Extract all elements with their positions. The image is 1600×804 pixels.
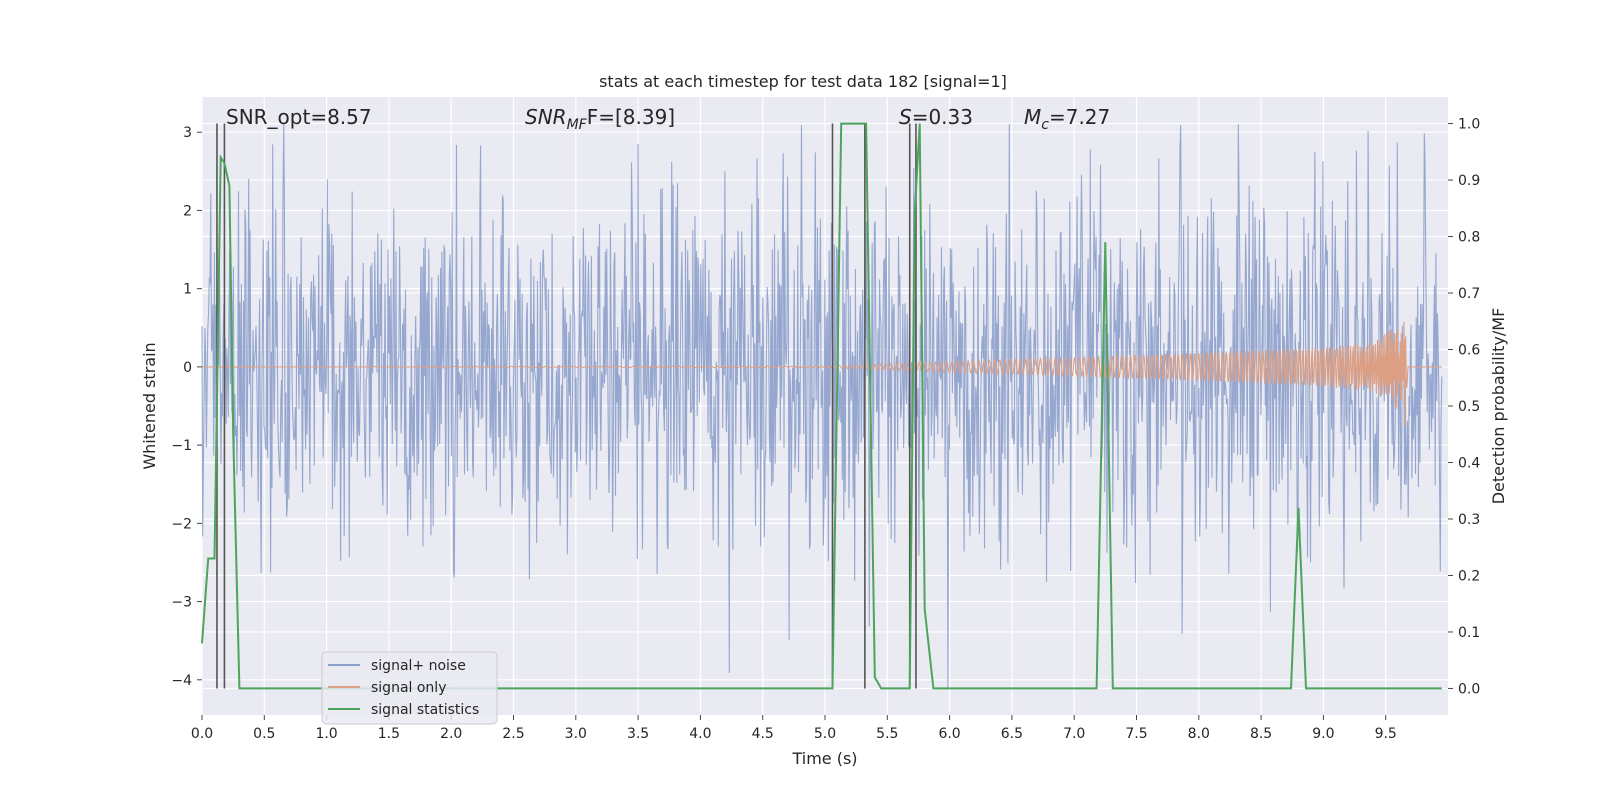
yl-tick-label-3: 0: [183, 360, 192, 376]
annotation-mc-base: M: [1024, 105, 1041, 129]
yl-tick-label-1: 2: [183, 203, 192, 219]
x-tick-label-12: 6.0: [938, 726, 960, 742]
x-tick-label-5: 2.5: [502, 726, 524, 742]
chart-title: stats at each timestep for test data 182…: [599, 72, 1007, 91]
x-tick-label-18: 9.0: [1312, 726, 1334, 742]
yr-tick-label-2: 0.8: [1458, 230, 1480, 246]
yl-tick-label-0: 3: [183, 125, 192, 141]
yl-tick-label-2: 1: [183, 282, 192, 298]
yr-tick-label-10: 0.0: [1458, 681, 1480, 697]
annotation-snr-mf-rest: F=[8.39]: [587, 105, 675, 129]
annotation-s: S=0.33: [899, 105, 973, 129]
x-axis-label: Time (s): [791, 749, 857, 768]
yr-tick-label-5: 0.5: [1458, 399, 1480, 415]
annotation-snr-mf: SNRMFF=[8.39]: [525, 105, 675, 133]
yr-tick-label-6: 0.4: [1458, 455, 1480, 471]
annotation-snr-mf-sub: MF: [567, 117, 588, 133]
annotation-snr-opt: SNR_opt=8.57: [226, 105, 372, 129]
legend-box: [321, 651, 498, 725]
y-right-axis-label: Detection probability/MF: [1489, 308, 1508, 505]
yr-tick-label-7: 0.3: [1458, 512, 1480, 528]
x-tick-label-0: 0.0: [191, 726, 213, 742]
x-tick-label-17: 8.5: [1250, 726, 1272, 742]
signal-statistics-line: [201, 122, 1442, 690]
legend-label-signal-noise: signal+ noise: [371, 658, 466, 674]
annotation-snr-mf-base: SNR: [525, 105, 567, 129]
series-signal-statistics: [201, 122, 1442, 690]
yr-tick-label-0: 1.0: [1458, 117, 1480, 133]
signal-only-line: [202, 321, 1442, 427]
annotation-s-sym: S: [899, 105, 912, 129]
yr-tick-label-9: 0.1: [1458, 625, 1480, 641]
y-right-axis-ticks: 1.0 0.9 0.8 0.7 0.6 0.5 0.4 0.3 0.2 0.1 0.0: [1448, 117, 1480, 697]
yr-tick-label-8: 0.2: [1458, 568, 1480, 584]
yl-tick-label-4: −1: [171, 438, 192, 454]
yl-tick-label-6: −3: [171, 595, 192, 611]
x-tick-label-19: 9.5: [1375, 726, 1397, 742]
x-tick-label-8: 4.0: [689, 726, 711, 742]
x-tick-label-2: 1.0: [315, 726, 337, 742]
x-tick-label-16: 8.0: [1188, 726, 1210, 742]
x-tick-label-1: 0.5: [253, 726, 275, 742]
legend-label-signal-only: signal only: [371, 680, 446, 696]
yr-tick-label-1: 0.9: [1458, 173, 1480, 189]
x-axis-ticks: 0.0 0.5 1.0 1.5 2.0 2.5 3.0 3.5 4.0 4.5 5.0 5.5 6.0 6…: [191, 715, 1397, 742]
yl-tick-label-5: −2: [171, 516, 192, 532]
x-tick-label-11: 5.5: [876, 726, 898, 742]
x-tick-label-4: 2.0: [440, 726, 462, 742]
legend-label-signal-statistics: signal statistics: [371, 702, 479, 718]
y-left-axis-ticks: 3 2 1 0 −1 −2 −3 −4: [171, 125, 202, 689]
annotation-mc-sub: c: [1041, 117, 1049, 133]
annotation-mc-rest: =7.27: [1049, 105, 1110, 129]
annotation-mc: Mc=7.27: [1024, 105, 1110, 133]
x-tick-label-10: 5.0: [814, 726, 836, 742]
yr-tick-label-3: 0.7: [1458, 286, 1480, 302]
series-signal-only: [202, 321, 1442, 427]
legend: signal+ noise signal only signal statist…: [321, 651, 498, 725]
y-left-axis-label: Whitened strain: [140, 342, 159, 469]
yl-tick-label-7: −4: [171, 673, 192, 689]
x-tick-label-15: 7.5: [1125, 726, 1147, 742]
yr-tick-label-4: 0.6: [1458, 343, 1480, 359]
x-tick-label-7: 3.5: [627, 726, 649, 742]
annotation-s-rest: =0.33: [912, 105, 973, 129]
x-tick-label-3: 1.5: [378, 726, 400, 742]
x-tick-label-14: 7.0: [1063, 726, 1085, 742]
x-tick-label-13: 6.5: [1001, 726, 1023, 742]
x-tick-label-9: 4.5: [752, 726, 774, 742]
x-tick-label-6: 3.0: [565, 726, 587, 742]
